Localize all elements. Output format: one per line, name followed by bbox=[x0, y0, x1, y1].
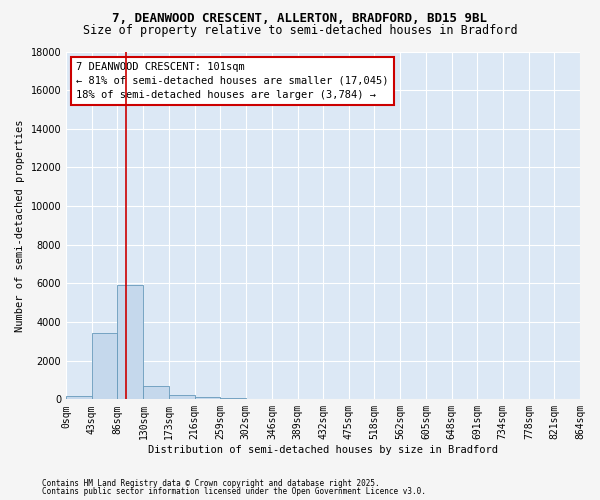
Text: 7, DEANWOOD CRESCENT, ALLERTON, BRADFORD, BD15 9BL: 7, DEANWOOD CRESCENT, ALLERTON, BRADFORD… bbox=[113, 12, 487, 26]
Bar bbox=[143, 386, 169, 400]
Text: Contains public sector information licensed under the Open Government Licence v3: Contains public sector information licen… bbox=[42, 487, 426, 496]
Bar bbox=[220, 398, 246, 400]
X-axis label: Distribution of semi-detached houses by size in Bradford: Distribution of semi-detached houses by … bbox=[148, 445, 498, 455]
Bar bbox=[92, 332, 118, 400]
Text: Contains HM Land Registry data © Crown copyright and database right 2025.: Contains HM Land Registry data © Crown c… bbox=[42, 478, 380, 488]
Bar bbox=[194, 398, 220, 400]
Text: 7 DEANWOOD CRESCENT: 101sqm
← 81% of semi-detached houses are smaller (17,045)
1: 7 DEANWOOD CRESCENT: 101sqm ← 81% of sem… bbox=[76, 62, 389, 100]
Bar bbox=[66, 396, 92, 400]
Bar bbox=[118, 286, 143, 400]
Bar bbox=[169, 396, 194, 400]
Text: Size of property relative to semi-detached houses in Bradford: Size of property relative to semi-detach… bbox=[83, 24, 517, 37]
Y-axis label: Number of semi-detached properties: Number of semi-detached properties bbox=[15, 119, 25, 332]
